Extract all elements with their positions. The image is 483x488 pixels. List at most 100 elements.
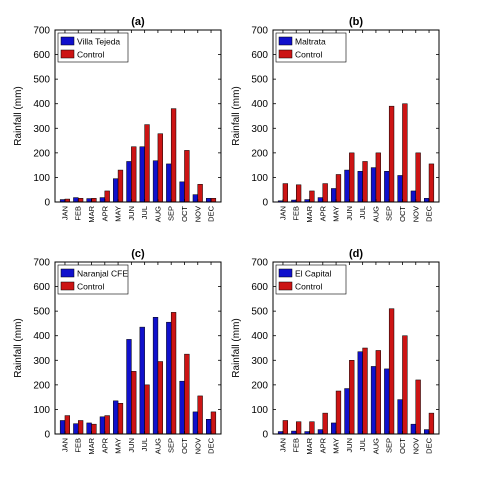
y-tick-label: 400	[251, 99, 268, 110]
x-tick-label: NOV	[411, 206, 420, 222]
bar-station-dec	[424, 198, 430, 203]
legend: Villa Tejeda Control	[57, 32, 129, 63]
legend-swatch-station	[278, 268, 293, 278]
bar-control-aug	[375, 350, 381, 435]
bar-control-mar	[91, 198, 97, 203]
legend: El Capital Control	[275, 264, 347, 295]
bar-control-jun	[131, 146, 137, 203]
x-tick-label: JUL	[358, 206, 367, 219]
bar-station-sep	[384, 368, 390, 435]
chart-title: (c)	[131, 248, 145, 260]
y-tick-label: 100	[251, 173, 268, 184]
y-axis-label: Rainfall (mm)	[231, 318, 242, 377]
bar-station-mar	[86, 422, 92, 435]
legend-label: Control	[295, 50, 323, 60]
bar-station-apr	[317, 429, 324, 435]
bar-control-jan	[282, 420, 288, 435]
bar-station-nov	[410, 190, 417, 203]
x-tick-label: MAY	[332, 438, 341, 454]
bar-control-may	[117, 403, 124, 435]
bar-control-jan	[282, 183, 288, 203]
bar-control-aug	[157, 361, 163, 435]
bar-station-mar	[86, 198, 92, 203]
bar-control-jul	[362, 161, 368, 203]
plot-frame	[272, 261, 440, 435]
bar-station-jul	[139, 326, 145, 435]
y-tick-label: 400	[33, 331, 50, 342]
bar-station-may	[113, 178, 119, 203]
x-tick-label: OCT	[398, 206, 407, 222]
legend-swatch-station	[278, 36, 293, 46]
bar-station-dec	[424, 429, 430, 435]
x-tick-label: OCT	[398, 438, 407, 454]
bar-station-oct	[179, 380, 185, 435]
bar-station-may	[331, 188, 337, 203]
y-tick-label: 300	[33, 356, 50, 367]
bar-control-aug	[375, 152, 381, 203]
bar-station-nov	[410, 423, 417, 435]
x-tick-label: FEB	[74, 438, 83, 453]
x-tick-label: DEC	[207, 205, 216, 221]
bar-station-jul	[357, 351, 363, 435]
x-tick-label: APR	[318, 205, 327, 221]
x-tick-label: NOV	[193, 206, 202, 222]
y-tick-label: 500	[33, 75, 50, 86]
chart-title: (a)	[131, 16, 145, 28]
y-tick-label: 0	[44, 198, 50, 209]
bar-station-jul	[139, 146, 145, 203]
x-tick-label: NOV	[411, 438, 420, 454]
y-tick-label: 500	[251, 75, 268, 86]
bar-station-jun	[126, 161, 132, 203]
x-tick-label: OCT	[180, 206, 189, 222]
bar-control-sep	[170, 312, 177, 435]
bar-control-oct	[184, 150, 190, 203]
bar-station-jan	[59, 420, 66, 435]
x-tick-label: MAY	[114, 438, 123, 454]
x-tick-label: APR	[100, 437, 109, 453]
bar-control-nov	[415, 152, 421, 203]
legend-label: Villa Tejeda	[77, 37, 120, 47]
bar-control-mar	[309, 190, 315, 203]
x-tick-label: JAN	[60, 206, 69, 220]
chart-panel-2: (b) Rainfall (mm) 0 100 200 300 400 500 600 700 JA…	[231, 16, 440, 223]
legend-label: Control	[77, 282, 105, 292]
y-tick-label: 0	[262, 198, 268, 209]
bar-station-nov	[192, 194, 199, 203]
y-tick-label: 600	[251, 282, 268, 293]
y-tick-label: 400	[33, 99, 50, 110]
bar-control-apr	[104, 415, 110, 435]
y-tick-label: 300	[251, 356, 268, 367]
chart-title: (b)	[349, 16, 363, 28]
y-tick-label: 500	[251, 307, 268, 318]
chart-title: (d)	[349, 248, 363, 260]
x-tick-label: JAN	[60, 438, 69, 452]
y-tick-label: 200	[251, 380, 268, 391]
bar-control-jul	[362, 347, 368, 435]
y-axis-label: Rainfall (mm)	[13, 318, 24, 377]
legend-label: Maltrata	[295, 37, 326, 47]
bar-control-may	[335, 174, 342, 203]
bar-control-mar	[309, 421, 315, 435]
bar-station-apr	[317, 197, 324, 203]
x-tick-label: AUG	[153, 438, 162, 454]
x-tick-label: FEB	[292, 206, 301, 221]
x-tick-label: FEB	[74, 206, 83, 221]
bar-control-jun	[349, 360, 355, 435]
bar-station-apr	[99, 197, 106, 203]
legend-label: Control	[77, 50, 105, 60]
bar-station-aug	[152, 160, 159, 203]
bar-control-dec	[428, 163, 435, 203]
x-tick-label: JUN	[127, 206, 136, 221]
bar-control-sep	[388, 105, 395, 203]
x-tick-label: AUG	[371, 206, 380, 222]
x-tick-label: AUG	[371, 438, 380, 454]
plot-frame	[272, 29, 440, 203]
legend-swatch-control	[278, 281, 293, 291]
legend-swatch-control	[278, 49, 293, 59]
y-tick-label: 400	[251, 331, 268, 342]
bar-station-dec	[206, 198, 212, 203]
bar-control-jul	[144, 124, 150, 203]
bar-station-dec	[206, 419, 212, 435]
